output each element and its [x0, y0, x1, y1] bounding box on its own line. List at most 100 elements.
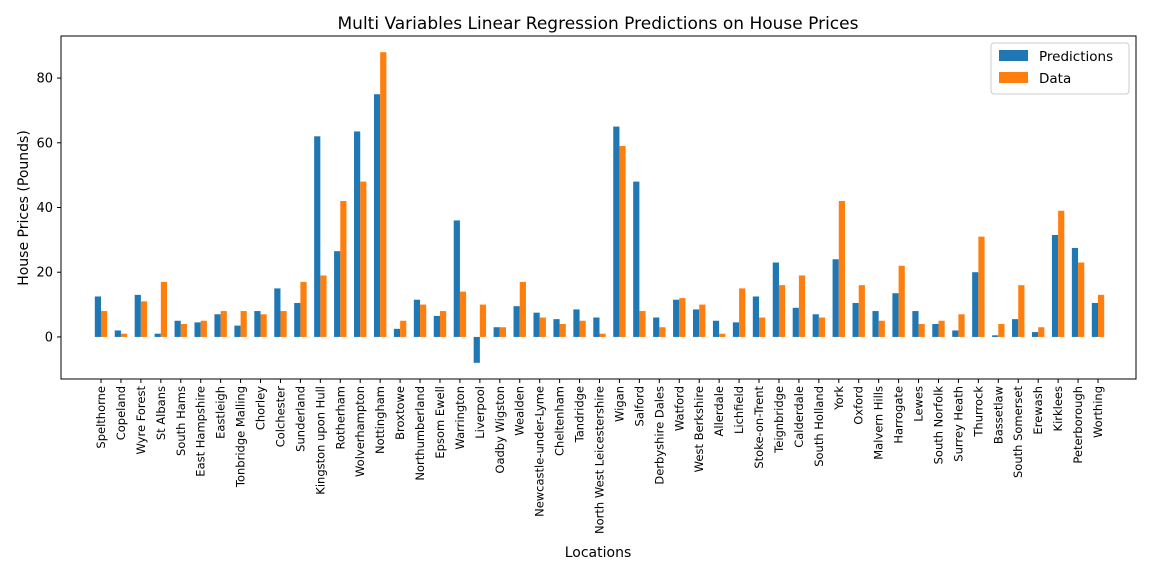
- bar-data-0: [101, 311, 108, 337]
- x-tick-label: St Albans: [154, 386, 168, 440]
- bar-predictions-11: [314, 136, 321, 337]
- bar-predictions-16: [413, 299, 421, 337]
- x-tick-label: West Berkshire: [692, 386, 706, 472]
- bar-data-45: [998, 323, 1005, 337]
- bar-data-27: [639, 311, 646, 337]
- bar-predictions-50: [1091, 302, 1098, 337]
- bar-predictions-17: [433, 315, 440, 337]
- bar-data-43: [958, 314, 965, 337]
- bar-data-42: [938, 320, 945, 337]
- chart-title: Multi Variables Linear Regression Predic…: [338, 14, 859, 34]
- bar-predictions-39: [872, 311, 879, 337]
- x-tick-label: Copeland: [114, 386, 128, 440]
- bar-data-24: [579, 320, 586, 337]
- bar-predictions-29: [673, 299, 680, 337]
- bar-predictions-44: [972, 272, 979, 337]
- x-tick-label: Nottingham: [373, 386, 387, 454]
- x-tick-label: East Hampshire: [194, 386, 208, 477]
- bar-data-36: [818, 317, 826, 337]
- x-tick-label: Oxford: [852, 386, 866, 425]
- x-tick-label: Rotherham: [333, 386, 347, 449]
- bar-predictions-25: [593, 317, 600, 337]
- x-tick-label: York: [832, 386, 846, 411]
- x-tick-label: Thurrock: [971, 386, 985, 438]
- bar-data-23: [559, 323, 566, 337]
- x-tick-label: Peterborough: [1071, 386, 1085, 464]
- legend-swatch-predictions: [999, 50, 1028, 61]
- bar-data-1: [120, 333, 128, 337]
- bar-predictions-5: [194, 322, 201, 337]
- bar-data-46: [1018, 285, 1025, 337]
- bar-data-13: [360, 181, 367, 337]
- bar-data-6: [220, 311, 227, 337]
- bar-predictions-7: [234, 325, 241, 337]
- x-tick-label: Chorley: [254, 386, 268, 430]
- x-tick-label: Sunderland: [293, 386, 307, 452]
- bar-predictions-28: [653, 317, 660, 337]
- bar-data-29: [679, 298, 686, 337]
- bar-predictions-40: [892, 293, 899, 337]
- x-tick-label: Kingston upon Hull: [313, 386, 327, 495]
- x-tick-label: Lichfield: [732, 386, 746, 434]
- bar-data-16: [420, 304, 427, 337]
- y-tick-label: 60: [36, 136, 53, 151]
- bar-data-2: [140, 301, 148, 337]
- bar-data-11: [320, 275, 327, 337]
- bar-predictions-42: [932, 323, 939, 337]
- bar-predictions-33: [752, 296, 760, 337]
- bar-data-31: [719, 333, 726, 337]
- x-tick-label: Wealden: [513, 386, 527, 436]
- bar-data-8: [260, 314, 267, 337]
- x-tick-label: Derbyshire Dales: [652, 386, 666, 485]
- legend: Predictions Data: [990, 42, 1130, 95]
- bar-predictions-20: [493, 327, 500, 337]
- bar-data-9: [280, 311, 287, 337]
- x-tick-label: Spelthorne: [94, 386, 108, 449]
- bar-predictions-12: [334, 251, 341, 337]
- legend-label-data: Data: [1039, 71, 1071, 87]
- x-tick-label: Newcastle-under-Lyme: [533, 386, 547, 517]
- bar-data-34: [778, 285, 786, 337]
- bar-data-26: [619, 146, 626, 337]
- x-tick-label: Tandridge: [573, 386, 587, 443]
- x-tick-label: Broxtowe: [393, 386, 407, 440]
- bar-predictions-9: [274, 288, 281, 337]
- bar-predictions-18: [453, 220, 460, 337]
- bar-predictions-4: [174, 320, 181, 337]
- x-tick-label: Warrington: [453, 386, 467, 450]
- bar-data-44: [978, 236, 985, 337]
- x-tick-label: Erewash: [1031, 386, 1045, 435]
- x-tick-label: Lewes: [912, 386, 926, 422]
- bar-data-3: [160, 281, 168, 337]
- x-tick-label: Bassetlaw: [991, 386, 1005, 444]
- x-tick-label: Malvern Hills: [872, 386, 886, 460]
- bar-predictions-1: [114, 330, 121, 337]
- bar-data-41: [918, 323, 925, 337]
- bar-data-28: [659, 327, 666, 337]
- bar-data-20: [499, 327, 506, 337]
- bar-predictions-48: [1051, 235, 1059, 337]
- legend-label-predictions: Predictions: [1039, 49, 1113, 65]
- bar-predictions-41: [912, 311, 919, 337]
- x-tick-label: Allerdale: [712, 386, 726, 436]
- bar-data-17: [439, 311, 447, 337]
- x-tick-label: Liverpool: [473, 386, 487, 439]
- x-tick-label: Wolverhampton: [353, 386, 367, 477]
- x-tick-label: Wyre Forest: [134, 386, 148, 455]
- bar-predictions-34: [772, 262, 779, 337]
- bar-predictions-46: [1012, 319, 1019, 337]
- bar-predictions-47: [1031, 332, 1039, 337]
- x-tick-label: South Hams: [174, 386, 188, 456]
- bar-data-4: [180, 323, 187, 337]
- bar-predictions-30: [693, 309, 700, 337]
- bar-data-25: [599, 333, 606, 337]
- x-tick-label: Cheltenham: [553, 386, 567, 456]
- bar-data-50: [1098, 294, 1105, 337]
- x-tick-label: Salford: [632, 386, 646, 426]
- x-tick-label: Oadby Wigston: [493, 386, 507, 474]
- bar-predictions-49: [1071, 247, 1079, 337]
- y-tick-label: 80: [36, 72, 53, 87]
- x-tick-label: South Somerset: [1011, 386, 1025, 478]
- plot-frame: [60, 35, 1137, 380]
